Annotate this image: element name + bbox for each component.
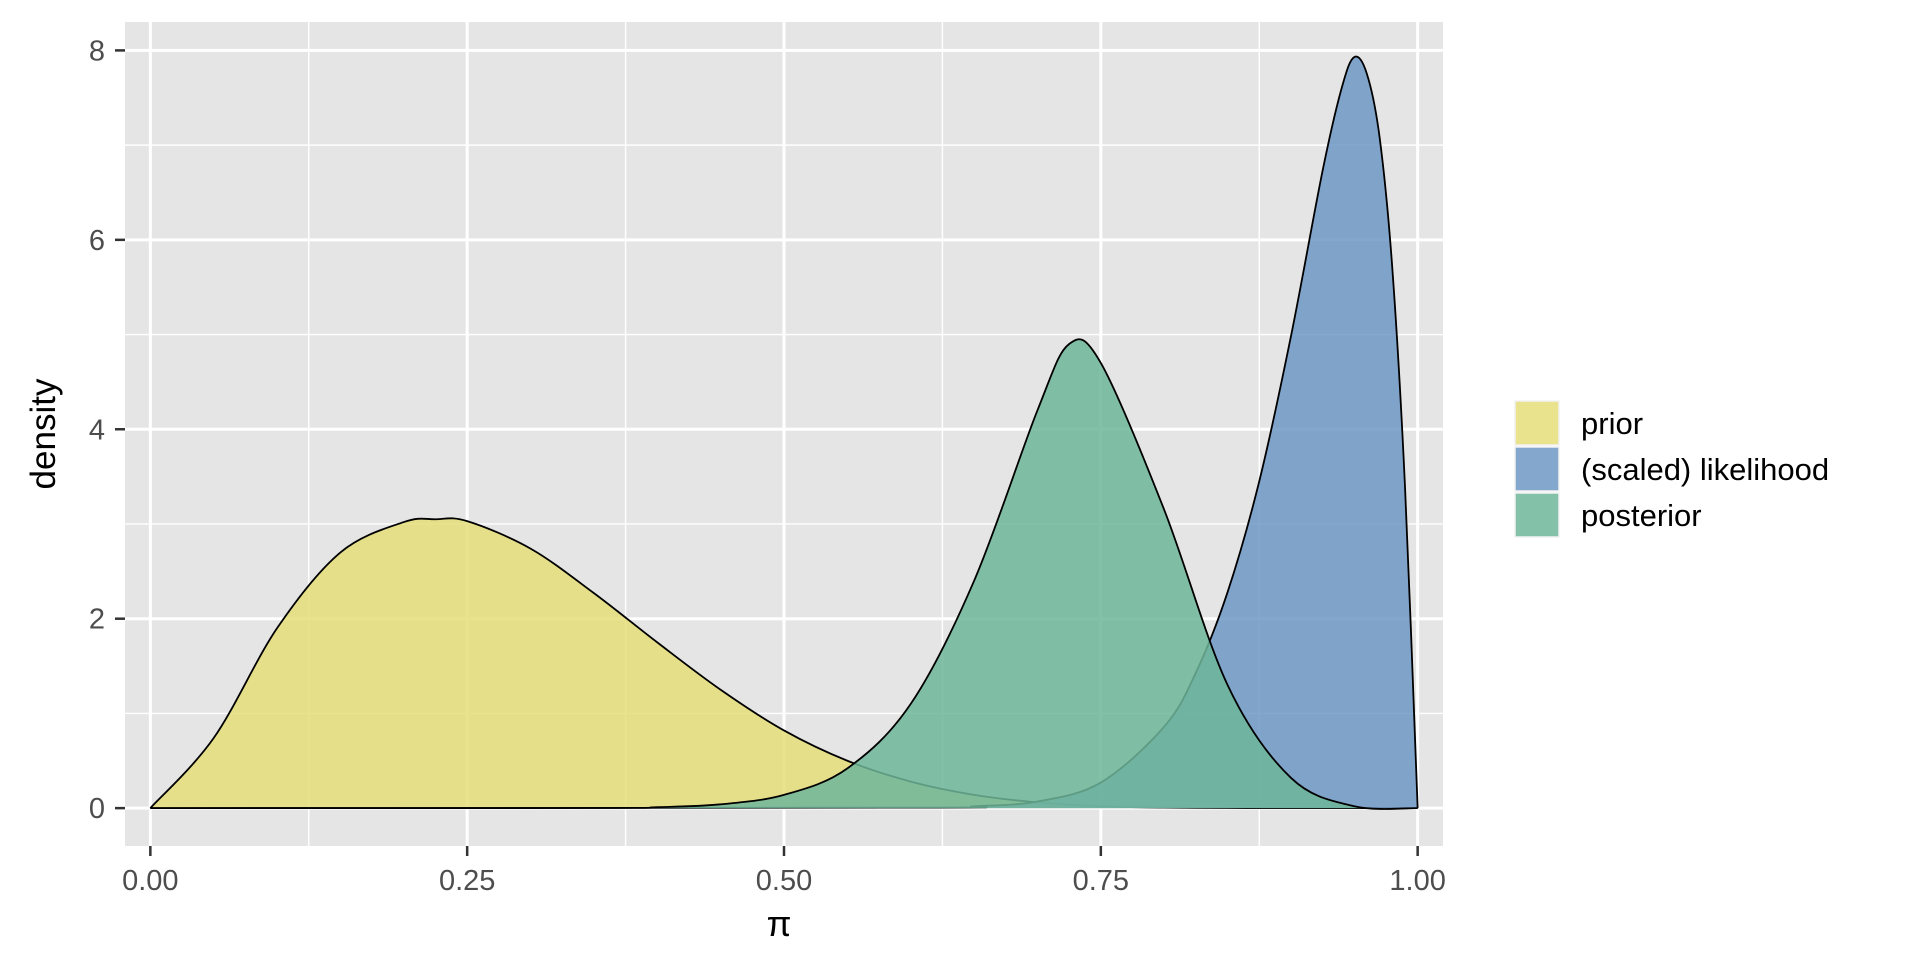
legend-key-posterior [1514, 492, 1560, 538]
legend: prior (scaled) likelihood posterior [1514, 400, 1829, 538]
legend-label-prior: prior [1581, 406, 1643, 441]
x-tick-label: 0.50 [756, 865, 812, 897]
x-tick-label: 1.00 [1389, 865, 1445, 897]
legend-key-scaled-likelihood [1514, 446, 1560, 492]
x-axis-title: π [767, 903, 792, 944]
line-posterior [150, 338, 1418, 810]
legend-label-scaled-likelihood: (scaled) likelihood [1581, 452, 1829, 487]
axis-ticks [115, 49, 1419, 856]
y-tick-label: 6 [89, 225, 105, 257]
y-tick-label: 8 [89, 35, 105, 67]
area-scaled-likelihood [150, 56, 1418, 809]
area-prior [150, 518, 1418, 809]
x-tick-label: 0.00 [122, 865, 178, 897]
density-areas [149, 55, 1419, 810]
x-axis-tick-labels: 0.00 0.25 0.50 0.75 1.00 [122, 865, 1446, 897]
y-tick-label: 2 [89, 604, 105, 636]
legend-key-prior [1514, 400, 1560, 446]
x-tick-label: 0.75 [1073, 865, 1129, 897]
legend-label-posterior: posterior [1581, 498, 1702, 533]
y-axis-tick-labels: 0 2 4 6 8 [89, 35, 105, 825]
y-tick-label: 0 [89, 793, 105, 825]
y-axis-title: density [24, 378, 63, 489]
x-tick-label: 0.25 [439, 865, 495, 897]
y-tick-label: 4 [89, 414, 105, 446]
area-posterior [150, 339, 1418, 809]
